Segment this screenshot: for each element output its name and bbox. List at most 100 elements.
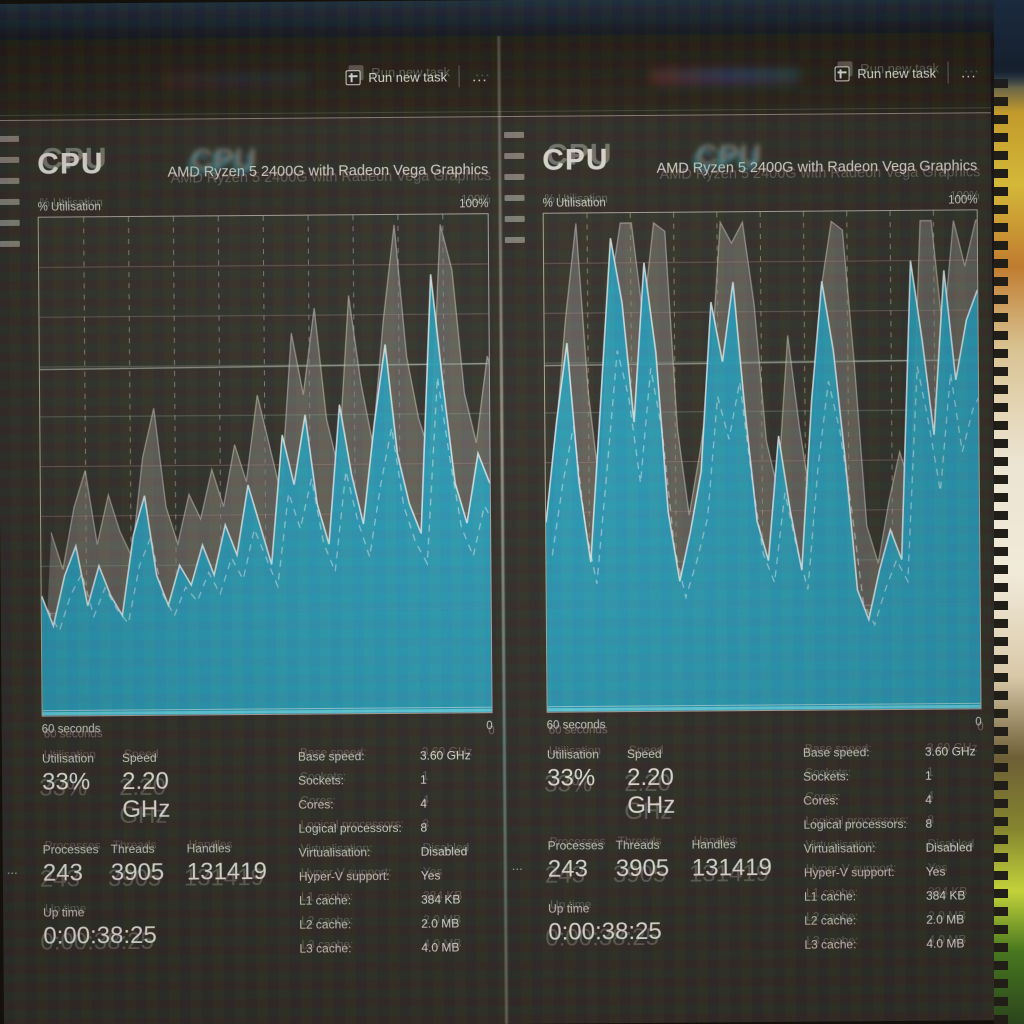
spec-row: Cores: 4 [298,796,493,812]
processes-value: 243 [547,855,588,883]
speed-value: 2.20 GHz [121,767,171,824]
spec-value: 8 [925,816,933,831]
new-task-icon [834,65,850,81]
run-new-task-label: Run new task [857,65,937,81]
speed-value: 2.20 GHz [626,763,676,820]
spec-row: Sockets: 1 [803,768,982,784]
task-manager-copy-left: Run new task ... CPU CPU AMD Ryzen 5 240… [0,36,509,1024]
processes-value: 243 [42,859,83,887]
threads-value: 3905 [615,854,670,883]
sidebar-more-hint: ... [511,857,523,874]
chart-time-span-label: 60 seconds [546,719,606,732]
run-new-task-button[interactable]: Run new task [834,65,936,81]
spec-label: Base speed: [297,749,365,764]
cpu-page: CPU CPU AMD Ryzen 5 2400G with Radeon Ve… [502,112,998,1024]
spec-row: Virtualisation: Disabled [804,840,983,855]
spec-label: L1 cache: [803,889,857,904]
spec-label: Cores: [803,793,839,808]
handles-label: Handles [186,841,231,856]
new-task-icon [345,69,361,85]
page-title: CPU CPU [542,143,759,178]
titlebar-divider [458,65,461,88]
cpu-stats: Utilisation Speed 33% 2.20 GHz Processes… [547,744,984,964]
spec-value: 4.0 MB [926,936,965,951]
chart-time-span-label: 60 seconds [41,723,101,736]
speed-label: Speed [121,750,157,766]
spec-value: Disabled [925,840,973,855]
photo-ghost-smear [161,71,312,89]
spec-value: 3.60 GHz [924,744,976,759]
cpu-utilisation-chart[interactable] [37,213,493,717]
spec-label: Cores: [298,797,334,812]
titlebar: Run new task ... [501,32,991,116]
cpu-utilisation-chart[interactable] [542,209,982,713]
threads-value: 3905 [110,858,165,887]
uptime-value: 0:00:38:25 [43,921,157,950]
chart-min-label: 0 [486,720,493,733]
page-title-ghost: CPU [187,148,254,182]
spec-row: Logical processors: 8 [298,820,493,836]
spec-value: 4 [925,792,933,807]
task-manager-window: Run new task ... CPU CPU AMD Ryzen 5 240… [0,32,999,1024]
titlebar: Run new task ... [0,36,502,120]
threads-label: Threads [615,837,660,853]
processes-label: Processes [547,838,604,853]
uptime-label: Up time [43,905,85,920]
spec-label: Hyper-V support: [803,865,895,880]
spec-value: 1 [420,772,427,787]
spec-label: Base speed: [802,745,870,760]
spec-label: L2 cache: [299,917,352,932]
spec-label: Sockets: [803,769,850,784]
run-new-task-label: Run new task [368,68,448,85]
chart-max-label: 100% [459,198,489,211]
spec-row: Virtualisation: Disabled [298,844,494,860]
spec-value: 2.0 MB [421,916,460,931]
handles-label: Handles [691,837,736,852]
photo-ghost-smear [650,67,801,85]
more-options-button[interactable]: ... [960,63,977,81]
spec-row: Hyper-V support: Yes [299,868,494,884]
spec-row: Base speed: 3.60 GHz [297,748,493,764]
spec-value: 3.60 GHz [419,748,471,763]
spec-row: Sockets: 1 [298,772,493,788]
spec-label: Hyper-V support: [298,868,390,884]
spec-row: Logical processors: 8 [803,816,982,832]
spec-value: 4.0 MB [421,940,460,955]
utilisation-value: 33% [546,764,596,792]
handles-value: 131419 [186,857,268,886]
spec-value: 384 KB [420,892,461,907]
uptime-label: Up time [548,901,590,916]
spec-row: L3 cache: 4.0 MB [804,936,983,951]
uptime-value: 0:00:38:25 [548,917,662,946]
threads-label: Threads [110,841,155,857]
more-options-button[interactable]: ... [471,67,488,85]
titlebar-divider [947,61,950,84]
cpu-stats: Utilisation Speed 33% 2.20 GHz Processes… [42,748,495,969]
spec-label: Virtualisation: [803,841,876,856]
spec-row: L3 cache: 4.0 MB [299,940,494,955]
spec-row: L1 cache: 384 KB [804,888,983,903]
photo-background-edge-top [994,0,1024,88]
utilisation-label: Utilisation [41,751,95,766]
spec-label: Virtualisation: [298,845,371,860]
spec-row: L2 cache: 2.0 MB [804,912,983,927]
cpu-spec-list: Base speed: 3.60 GHz Sockets: 1 Cores: 4 Logic… [284,748,495,967]
cpu-chart-svg [544,210,981,712]
run-new-task-button[interactable]: Run new task [345,69,447,85]
speed-label: Speed [626,746,662,762]
chart-metric-label: % Utilisation [542,197,606,210]
photo-background-edge [994,0,1024,1024]
page-title: CPU CPU [37,147,254,182]
spec-label: L2 cache: [804,913,857,928]
sidebar-more-hint: ... [6,861,18,877]
spec-value: Yes [925,864,946,879]
utilisation-label: Utilisation [546,747,599,762]
chart-min-label: 0 [975,716,982,729]
spec-label: Logical processors: [298,820,402,836]
spec-label: Logical processors: [803,816,907,832]
spec-row: Base speed: 3.60 GHz [803,744,982,759]
processes-label: Processes [42,842,99,857]
spec-row: L1 cache: 384 KB [299,892,494,907]
